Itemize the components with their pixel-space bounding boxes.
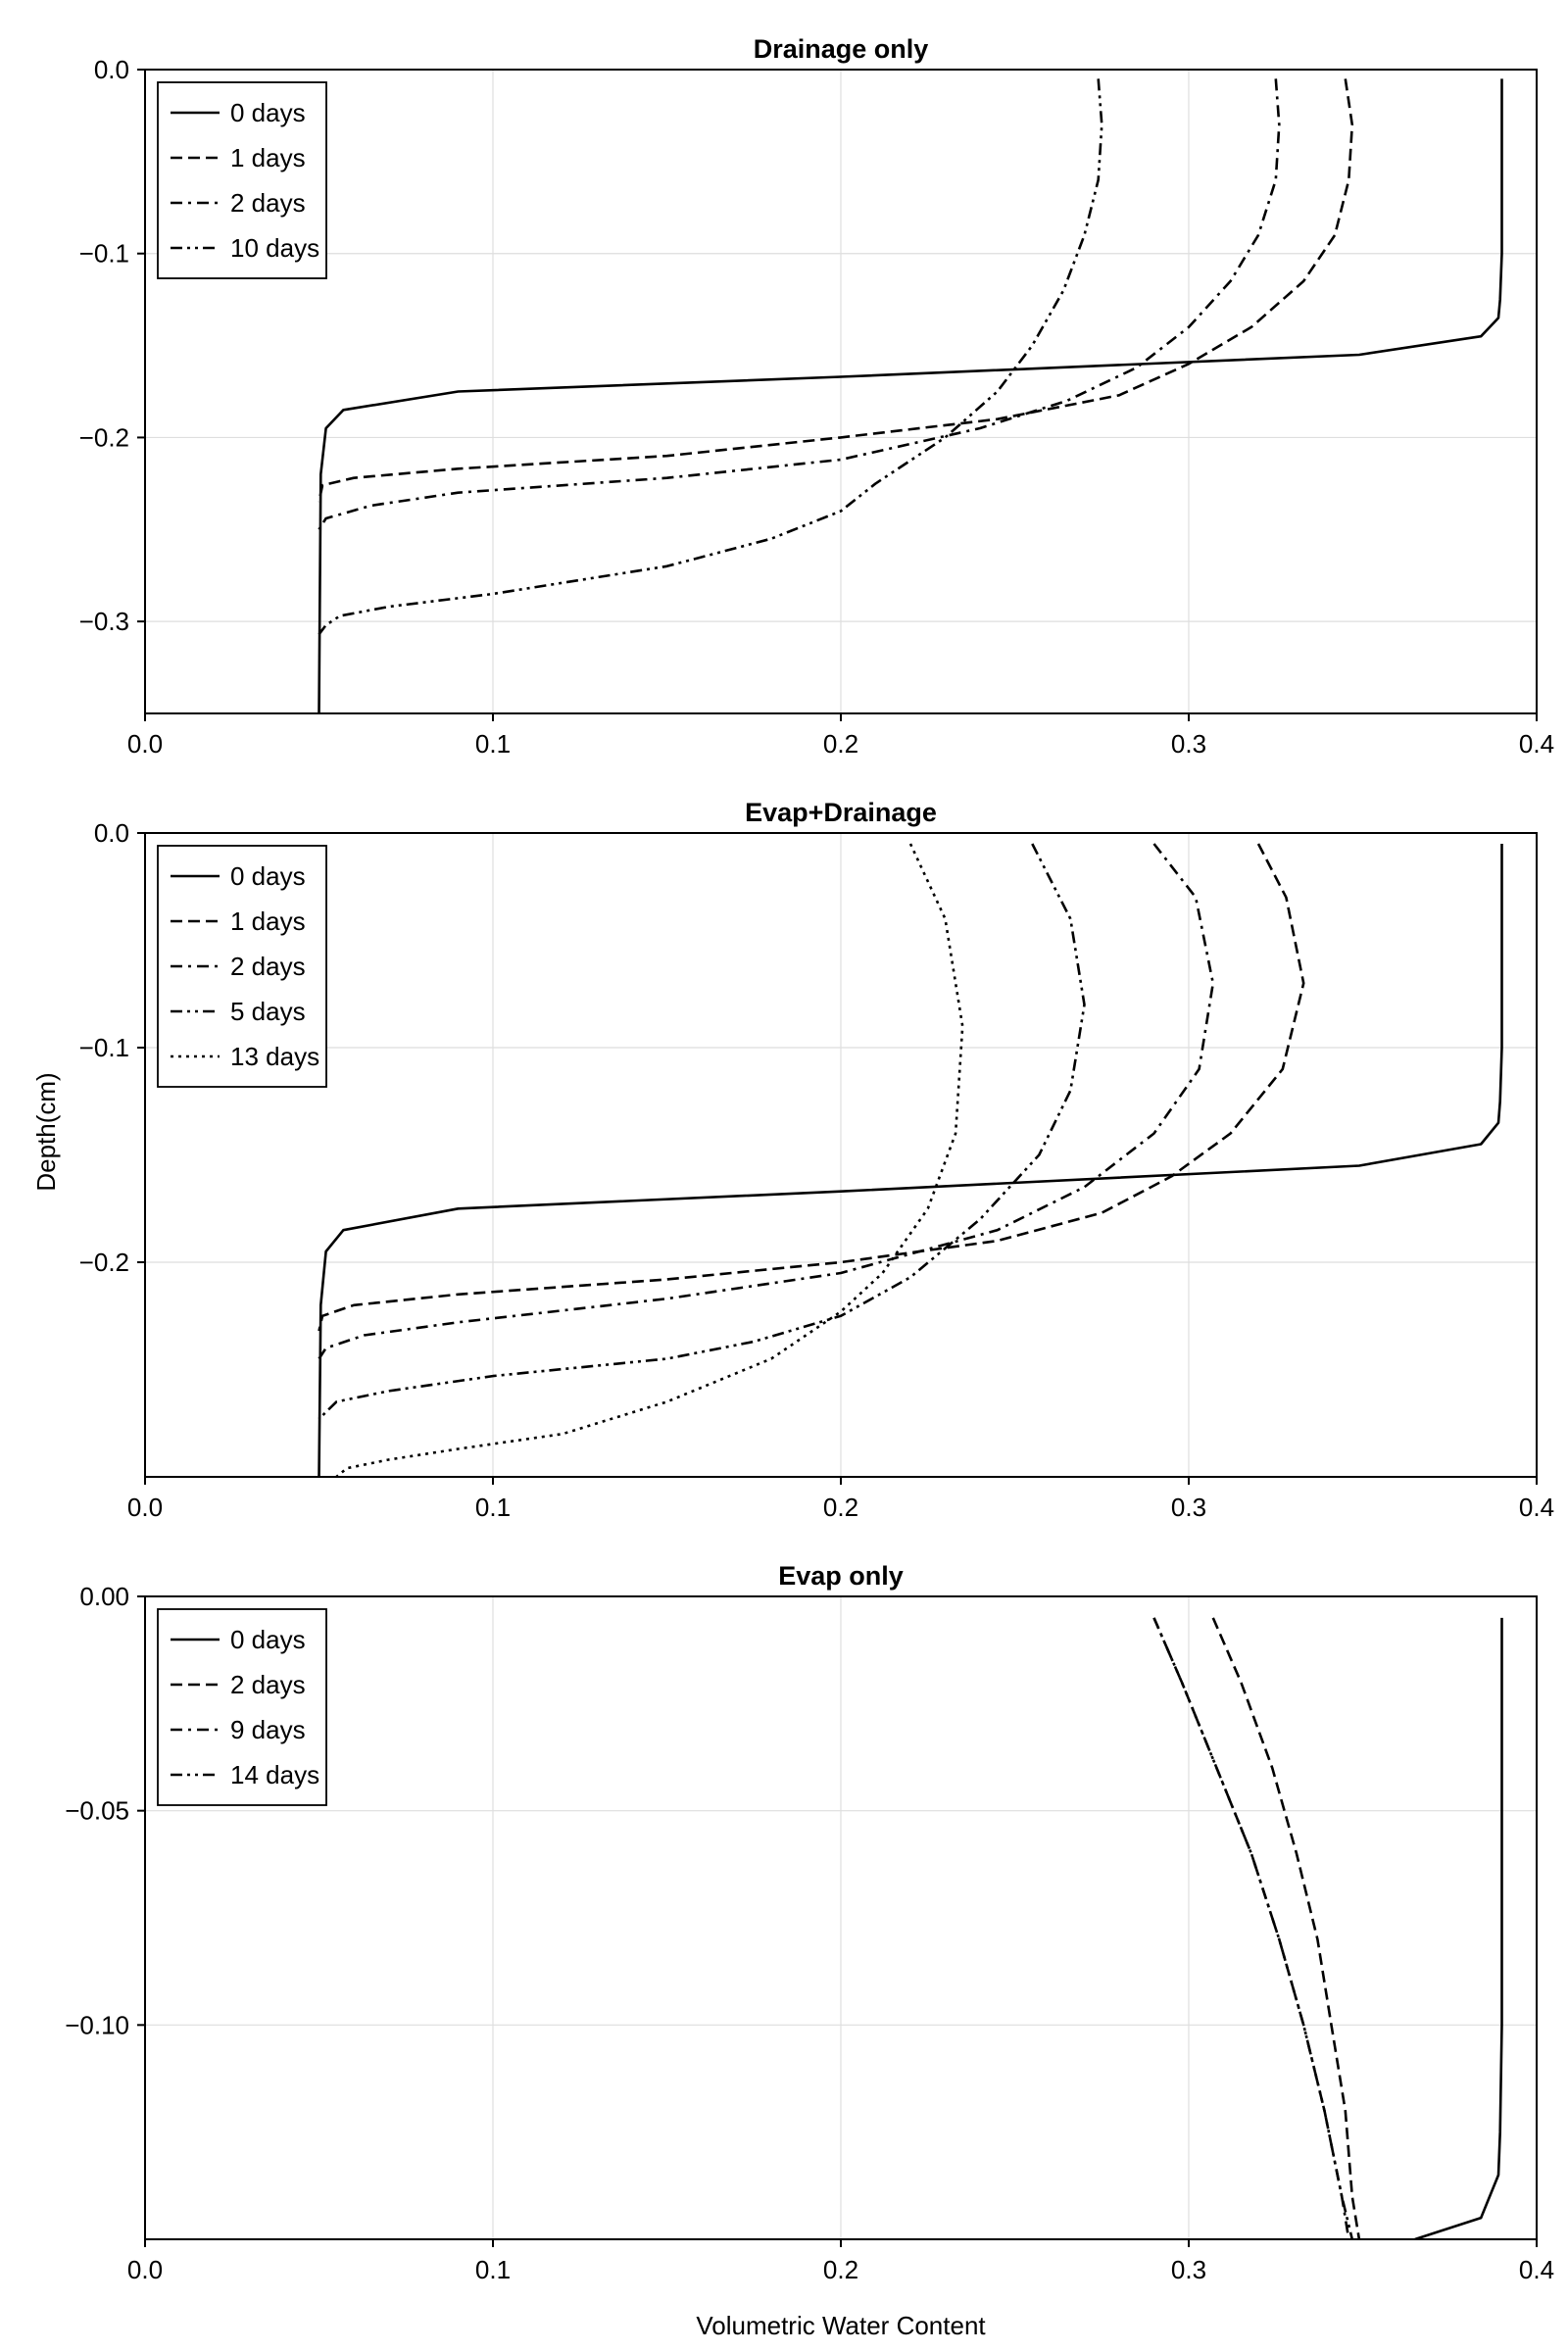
series-line-0-days: [318, 78, 1503, 713]
series-line-10-days: [318, 78, 1103, 636]
y-tick-label: −0.10: [65, 2010, 129, 2039]
x-axis-label: Volumetric Water Content: [696, 2311, 986, 2340]
x-tick-label: 0.0: [127, 2255, 163, 2284]
y-tick-label: −0.2: [79, 422, 129, 452]
y-axis-label: Depth(cm): [31, 1072, 61, 1191]
x-tick-label: 0.2: [823, 729, 858, 759]
y-tick-label: 0.00: [79, 1582, 129, 1611]
x-tick-label: 0.3: [1171, 2255, 1206, 2284]
x-tick-label: 0.0: [127, 1493, 163, 1522]
x-tick-label: 0.2: [823, 2255, 858, 2284]
x-tick-label: 0.3: [1171, 729, 1206, 759]
x-tick-label: 0.4: [1519, 729, 1554, 759]
series-line-0-days: [318, 844, 1503, 1477]
x-tick-label: 0.0: [127, 729, 163, 759]
y-tick-label: −0.1: [79, 239, 129, 269]
chart-panel-0: 0.0 0.1 0.2 0.3 0.4 0.0 −0.1 −0.2 −0.3 Drainage o…: [79, 34, 1554, 759]
x-tick-label: 0.1: [475, 1493, 511, 1522]
legend: 0 days 1 days 2 days 10 days: [157, 81, 327, 279]
legend-label: 2 days: [230, 952, 306, 981]
series-line-14-days: [1152, 1617, 1354, 2239]
series-line-2-days: [318, 843, 1215, 1360]
x-tick-label: 0.1: [475, 729, 511, 759]
chart-title: Drainage only: [754, 34, 929, 64]
series-line-1-days: [318, 843, 1305, 1332]
legend-label: 13 days: [230, 1042, 319, 1071]
series-line-9-days: [1152, 1617, 1350, 2239]
y-tick-label: −0.05: [65, 1796, 129, 1826]
x-tick-label: 0.4: [1519, 2255, 1554, 2284]
legend-label: 5 days: [230, 997, 306, 1026]
legend-label: 9 days: [230, 1715, 306, 1744]
series-line-0-days: [1414, 1617, 1503, 2239]
y-tick-label: 0.0: [94, 818, 129, 848]
legend-label: 0 days: [230, 861, 306, 891]
series-line-5-days: [318, 843, 1086, 1420]
legend: 0 days 2 days 9 days 14 days: [157, 1608, 327, 1806]
x-tick-label: 0.1: [475, 2255, 511, 2284]
series-line-2-days: [1211, 1617, 1361, 2239]
series-line-1-days: [318, 78, 1354, 503]
legend-label: 1 days: [230, 906, 306, 936]
chart-panel-2: 0.0 0.1 0.2 0.3 0.4 0.00 −0.05 −0.10 Evap only 0 …: [65, 1561, 1554, 2284]
legend-label: 10 days: [230, 233, 319, 263]
x-tick-label: 0.4: [1519, 1493, 1554, 1522]
series-line-13-days: [335, 843, 964, 1477]
legend-label: 2 days: [230, 1670, 306, 1699]
panels: 0.0 0.1 0.2 0.3 0.4 0.0 −0.1 −0.2 −0.3 Drainage o…: [65, 34, 1554, 2284]
chart-panel-1: 0.0 0.1 0.2 0.3 0.4 0.0 −0.1 −0.2 Evap+Drainage 0…: [79, 798, 1554, 1522]
legend-label: 2 days: [230, 188, 306, 218]
legend-label: 0 days: [230, 1625, 306, 1654]
legend-label: 0 days: [230, 98, 306, 127]
y-tick-label: 0.0: [94, 55, 129, 84]
legend-box: [157, 845, 327, 1088]
legend-box: [157, 1608, 327, 1806]
legend-label: 1 days: [230, 143, 306, 172]
x-tick-label: 0.3: [1171, 1493, 1206, 1522]
legend: 0 days 1 days 2 days 5 days 13 days: [157, 845, 327, 1088]
legend-box: [157, 81, 327, 279]
legend-label: 14 days: [230, 1760, 319, 1789]
chart-title: Evap only: [778, 1561, 904, 1591]
y-tick-label: −0.3: [79, 607, 129, 636]
y-tick-label: −0.2: [79, 1248, 129, 1277]
x-tick-label: 0.2: [823, 1493, 858, 1522]
series-line-2-days: [318, 78, 1281, 530]
chart-title: Evap+Drainage: [745, 798, 937, 827]
y-tick-label: −0.1: [79, 1033, 129, 1062]
